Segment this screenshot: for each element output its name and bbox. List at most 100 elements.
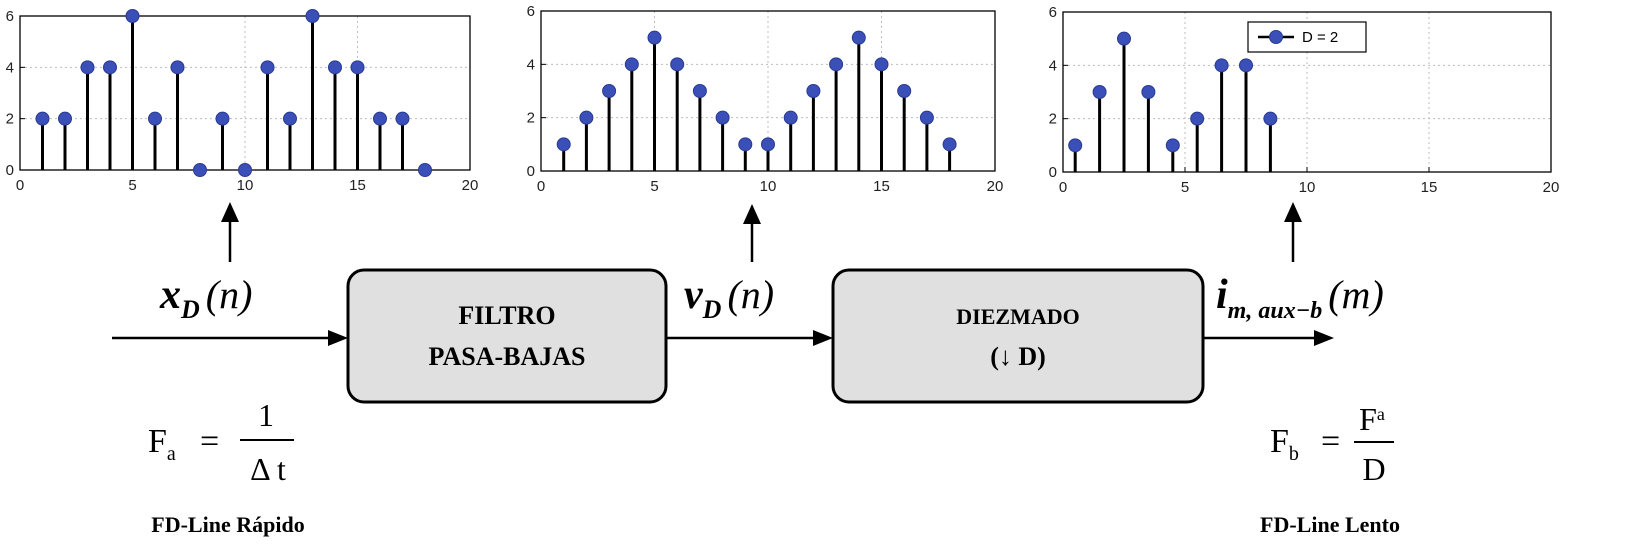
y-tick-label: 0	[6, 162, 14, 179]
stem-marker	[670, 57, 685, 72]
y-tick-label: 0	[1049, 164, 1057, 181]
stem-marker	[35, 111, 50, 126]
stem-marker	[305, 9, 320, 23]
stem-marker	[761, 137, 775, 152]
signal-mid-arrow	[667, 330, 833, 346]
x-tick-label: 15	[349, 177, 366, 194]
x-tick-label: 20	[987, 178, 1004, 195]
signal-input-label: xD (n)	[159, 272, 252, 324]
stem-marker	[1214, 58, 1229, 73]
stem-plot-decimated: 0 5 10 15 20 0 2 4 6 D = 2	[1049, 4, 1560, 196]
lowpass-filter-block: FILTRO PASA-BAJAS	[346, 268, 668, 404]
stem-marker	[874, 57, 889, 72]
stem-marker	[829, 57, 844, 72]
svg-text:Fa: Fa	[1359, 401, 1385, 437]
y-tick-label: 2	[6, 111, 14, 128]
decimation-label-1: DIEZMADO	[956, 304, 1079, 329]
lowpass-filter-label-2: PASA-BAJAS	[429, 342, 586, 371]
y-tick-label: 4	[527, 56, 535, 73]
x-tick-label: 0	[1059, 179, 1067, 196]
svg-text:Δ t: Δ t	[250, 451, 286, 487]
stem-marker	[897, 84, 912, 98]
stem-marker	[715, 110, 730, 125]
decimation-block: DIEZMADO (↓ D)	[831, 268, 1205, 404]
x-tick-label: 20	[462, 177, 479, 194]
svg-text:1: 1	[258, 397, 274, 433]
legend-label: D = 2	[1302, 29, 1338, 46]
stem-marker	[215, 111, 230, 126]
stem-marker	[395, 111, 410, 126]
y-tick-label: 4	[1049, 57, 1057, 74]
stem-marker	[1190, 111, 1205, 126]
stem-marker	[103, 60, 117, 75]
svg-text:Fa: Fa	[148, 423, 176, 465]
stem-marker	[1092, 85, 1107, 99]
y-tick-label: 2	[527, 110, 535, 127]
stem-marker	[125, 9, 140, 23]
x-tick-label: 15	[873, 178, 890, 195]
stem-marker	[624, 57, 639, 72]
arrow-up-filtered	[743, 204, 761, 262]
x-tick-label: 20	[1543, 179, 1560, 196]
stem-marker	[1239, 58, 1253, 73]
svg-text:=: =	[200, 423, 219, 460]
arrow-up-decimated	[1284, 202, 1302, 262]
stem-marker	[148, 111, 162, 126]
stem-marker	[692, 84, 707, 98]
stem-marker	[738, 137, 753, 152]
caption-fast-line: FD-Line Rápido	[151, 512, 304, 537]
stem-marker	[1068, 138, 1083, 153]
stem-marker	[851, 30, 866, 45]
signal-mid-label: vD (n)	[684, 272, 774, 324]
stem-marker	[647, 30, 662, 45]
y-tick-label: 0	[527, 163, 535, 180]
x-tick-label: 5	[128, 177, 136, 194]
x-tick-label: 10	[1299, 179, 1316, 196]
stem-marker	[1263, 111, 1278, 126]
stem-marker	[373, 111, 387, 126]
x-tick-label: 0	[537, 178, 545, 195]
stem-marker	[80, 60, 95, 75]
y-tick-label: 6	[6, 8, 14, 25]
x-tick-label: 10	[237, 177, 254, 194]
caption-slow-line: FD-Line Lento	[1260, 512, 1400, 537]
sampling-rate-fast-formula: Fa = 1 Δ t	[148, 397, 294, 487]
stem-marker	[350, 60, 365, 75]
stem-plot-input: 0 5 10 15 20 0 2 4 6	[6, 8, 479, 194]
lowpass-filter-label-1: FILTRO	[458, 301, 555, 330]
x-tick-label: 15	[1421, 179, 1438, 196]
arrow-up-input	[221, 202, 239, 262]
svg-text:=: =	[1321, 423, 1340, 460]
signal-output-arrow	[1203, 330, 1334, 346]
stem-marker	[260, 60, 275, 75]
legend: D = 2	[1247, 21, 1367, 53]
sampling-rate-slow-formula: Fb = Fa D	[1270, 401, 1394, 487]
stem-marker	[579, 110, 594, 125]
stem-marker	[58, 111, 72, 126]
x-tick-label: 5	[1181, 179, 1189, 196]
stem-marker	[806, 84, 821, 98]
stem-marker	[283, 111, 297, 126]
stem-marker	[1165, 138, 1180, 153]
stem-marker	[919, 110, 934, 125]
x-tick-label: 10	[760, 178, 777, 195]
decimation-label-2: (↓ D)	[990, 342, 1046, 371]
x-tick-label: 5	[650, 178, 658, 195]
y-tick-label: 6	[527, 3, 535, 20]
signal-output-label: im, aux−b (m)	[1216, 272, 1384, 324]
legend-marker	[1269, 30, 1283, 44]
stem-marker	[1117, 31, 1131, 46]
stem-marker	[170, 60, 185, 75]
stem-marker	[783, 110, 798, 125]
stem-marker	[942, 137, 957, 152]
stem-marker	[1141, 85, 1156, 99]
signal-input-arrow	[112, 330, 348, 346]
svg-text:Fb: Fb	[1270, 423, 1299, 465]
stem-marker	[602, 84, 617, 98]
x-tick-label: 0	[16, 177, 24, 194]
stem-marker	[418, 163, 432, 177]
stem-plot-filtered: 0 5 10 15 20 0 2 4 6	[527, 3, 1004, 195]
stem-marker	[328, 60, 342, 75]
svg-text:D: D	[1362, 451, 1385, 487]
